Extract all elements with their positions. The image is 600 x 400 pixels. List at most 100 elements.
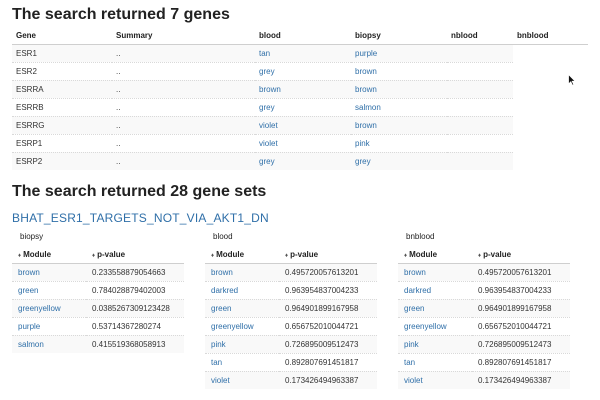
blood-module-link[interactable]: violet [259, 120, 278, 130]
summary-cell: .. [112, 115, 255, 134]
col-header-module[interactable]: ♦ Module [398, 246, 472, 264]
col-header-p-value[interactable]: ♦ p-value [472, 246, 570, 264]
table-row: ESRP2.. grey grey [12, 151, 588, 170]
module-link[interactable]: tan [211, 357, 223, 367]
biopsy-module-cell: grey [351, 151, 447, 170]
pvalue-cell: 0.495720057613201 [279, 262, 377, 281]
module-link[interactable]: violet [404, 375, 423, 385]
module-cell: salmon [12, 334, 86, 353]
gene-set-title-link[interactable]: BHAT_ESR1_TARGETS_NOT_VIA_AKT1_DN [12, 211, 269, 225]
biopsy-module-link[interactable]: brown [355, 120, 377, 130]
biopsy-module-link[interactable]: salmon [355, 102, 381, 112]
biopsy-module-cell: brown [351, 115, 447, 134]
pvalue-cell: 0.784028879402003 [86, 280, 184, 299]
biopsy-module-cell: salmon [351, 97, 447, 116]
module-link[interactable]: greenyellow [404, 321, 447, 331]
pvalue-cell: 0.963954837004233 [472, 280, 570, 299]
table-row: violet 0.173426494963387 [205, 370, 377, 389]
module-link[interactable]: brown [211, 267, 233, 277]
pvalue-cell: 0.656752010044721 [279, 316, 377, 335]
module-link[interactable]: brown [404, 267, 426, 277]
table-row: greenyellow 0.0385267309123428 [12, 298, 184, 317]
col-header-blood[interactable]: blood [255, 28, 351, 45]
panel-title: blood [213, 232, 233, 241]
col-header-summary[interactable]: Summary [112, 28, 255, 45]
module-link[interactable]: violet [211, 375, 230, 385]
module-link[interactable]: green [211, 303, 232, 313]
module-link[interactable]: green [404, 303, 425, 313]
table-row: ESR1.. tan purple [12, 43, 588, 62]
blood-module-link[interactable]: violet [259, 138, 278, 148]
nblood-cell [447, 151, 513, 170]
module-link[interactable]: greenyellow [18, 303, 61, 313]
blood-module-cell: violet [255, 133, 351, 152]
table-row: pink 0.726895009512473 [205, 334, 377, 353]
pvalue-cell: 0.964901899167958 [472, 298, 570, 317]
summary-cell: .. [112, 43, 255, 62]
mouse-cursor-icon [568, 74, 576, 86]
biopsy-module-link[interactable]: brown [355, 84, 377, 94]
module-link[interactable]: darkred [211, 285, 239, 295]
table-row: greenyellow 0.656752010044721 [205, 316, 377, 335]
col-header-gene[interactable]: Gene [12, 28, 112, 45]
bnblood-cell [513, 152, 588, 170]
module-table: ♦ Module ♦ p-value brown 0.233558879054663 gre… [12, 246, 184, 353]
sort-arrows-icon[interactable]: ♦ [478, 252, 482, 259]
col-header-p-value[interactable]: ♦ p-value [279, 246, 377, 264]
table-row: tan 0.892807691451817 [398, 352, 570, 371]
biopsy-module-link[interactable]: brown [355, 66, 377, 76]
biopsy-module-link[interactable]: grey [355, 156, 371, 166]
module-table: ♦ Module ♦ p-value brown 0.495720057613201 dar… [398, 246, 570, 389]
biopsy-module-link[interactable]: pink [355, 138, 370, 148]
module-link[interactable]: pink [211, 339, 226, 349]
module-link[interactable]: purple [18, 321, 41, 331]
module-link[interactable]: brown [18, 267, 40, 277]
module-link[interactable]: greenyellow [211, 321, 254, 331]
sort-arrows-icon[interactable]: ♦ [211, 252, 215, 259]
sort-arrows-icon[interactable]: ♦ [18, 252, 22, 259]
blood-module-link[interactable]: grey [259, 102, 275, 112]
sort-arrows-icon[interactable]: ♦ [404, 252, 408, 259]
blood-module-link[interactable]: brown [259, 84, 281, 94]
table-row: purple 0.53714367280274 [12, 316, 184, 335]
gene-sets-heading: The search returned 28 gene sets [12, 183, 267, 200]
col-header-label: Module [409, 249, 438, 259]
col-header-biopsy[interactable]: biopsy [351, 28, 447, 45]
module-table-header: ♦ Module ♦ p-value [12, 246, 184, 264]
pvalue-cell: 0.415519368058913 [86, 334, 184, 353]
pvalue-cell: 0.53714367280274 [86, 316, 184, 335]
col-header-module[interactable]: ♦ Module [12, 246, 86, 264]
blood-module-link[interactable]: tan [259, 48, 271, 58]
table-row: pink 0.726895009512473 [398, 334, 570, 353]
pvalue-cell: 0.726895009512473 [472, 334, 570, 353]
module-cell: violet [398, 370, 472, 389]
module-link[interactable]: salmon [18, 339, 44, 349]
table-row: ESRRA.. brown brown [12, 79, 588, 98]
gene-cell: ESRRB [12, 97, 112, 116]
module-cell: purple [12, 316, 86, 335]
blood-module-link[interactable]: grey [259, 156, 275, 166]
blood-module-link[interactable]: grey [259, 66, 275, 76]
module-cell: pink [205, 334, 279, 353]
biopsy-module-link[interactable]: purple [355, 48, 378, 58]
pvalue-cell: 0.495720057613201 [472, 262, 570, 281]
col-header-nblood[interactable]: nblood [447, 28, 513, 45]
blood-module-cell: violet [255, 115, 351, 134]
module-link[interactable]: pink [404, 339, 419, 349]
sort-arrows-icon[interactable]: ♦ [285, 252, 289, 259]
pvalue-cell: 0.656752010044721 [472, 316, 570, 335]
module-cell: darkred [205, 280, 279, 299]
col-header-p-value[interactable]: ♦ p-value [86, 246, 184, 264]
col-header-module[interactable]: ♦ Module [205, 246, 279, 264]
col-header-bnblood[interactable]: bnblood [513, 28, 588, 45]
module-link[interactable]: darkred [404, 285, 432, 295]
pvalue-cell: 0.173426494963387 [279, 370, 377, 389]
table-row: ESRRB.. grey salmon [12, 97, 588, 116]
sort-arrows-icon[interactable]: ♦ [92, 252, 96, 259]
module-link[interactable]: green [18, 285, 39, 295]
nblood-cell [447, 43, 513, 62]
panel-title: biopsy [20, 232, 44, 241]
gene-cell: ESRRA [12, 79, 112, 98]
gene-table: Gene Summary blood biopsy nblood bnblood… [12, 28, 588, 170]
module-link[interactable]: tan [404, 357, 416, 367]
